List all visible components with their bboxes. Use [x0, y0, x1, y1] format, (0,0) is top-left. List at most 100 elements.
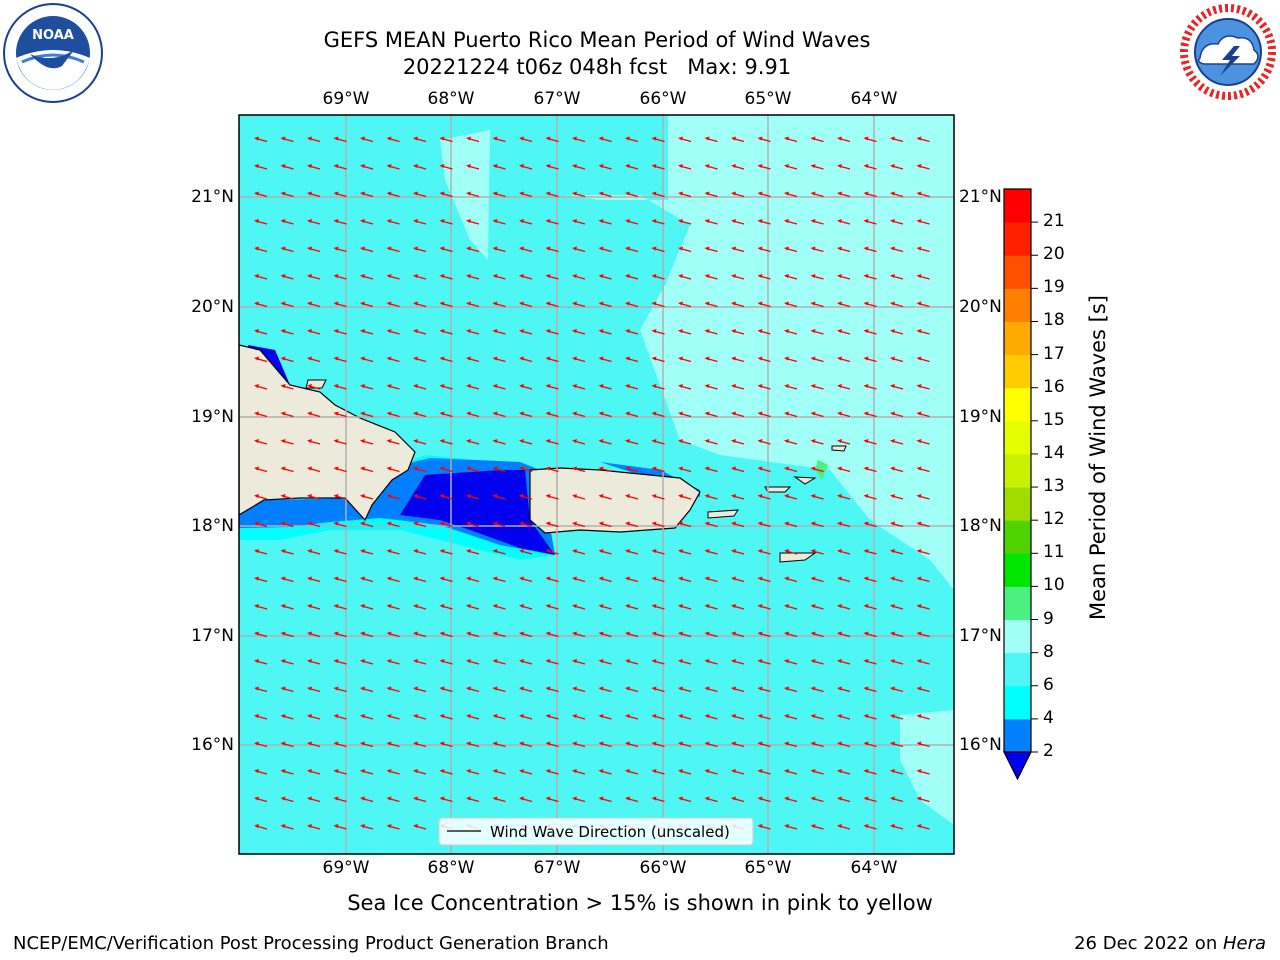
wave-direction-arrow: [492, 466, 506, 473]
wave-direction-arrow: [598, 714, 612, 720]
wave-direction-arrow: [413, 411, 427, 418]
wave-direction-arrow: [254, 659, 268, 665]
wave-direction-arrow: [280, 136, 294, 143]
colorbar-band: [1004, 189, 1031, 223]
wave-direction-arrow: [307, 246, 321, 253]
lon-tick-label-top: 65°W: [744, 89, 792, 109]
wave-direction-arrow: [598, 604, 612, 610]
wave-direction-arrow: [890, 741, 904, 748]
wave-direction-arrow: [386, 356, 400, 363]
colorbar-band: [1004, 321, 1031, 356]
wave-direction-arrow: [916, 714, 930, 720]
wave-direction-arrow: [863, 466, 877, 473]
wave-direction-arrow: [439, 494, 453, 500]
wave-direction-arrow: [572, 301, 586, 308]
wave-direction-arrow: [890, 329, 904, 335]
wave-direction-arrow: [360, 549, 374, 555]
wave-direction-arrow: [572, 411, 586, 418]
wave-direction-arrow: [598, 356, 612, 363]
lon-tick-label-bottom: 67°W: [533, 858, 581, 878]
wave-direction-arrow: [598, 384, 612, 390]
wave-direction-arrow: [280, 549, 294, 555]
wave-direction-arrow: [413, 246, 427, 253]
wave-direction-arrow: [625, 411, 639, 418]
wave-direction-arrow: [545, 741, 559, 748]
wave-direction-arrow: [916, 301, 930, 308]
wave-direction-arrow: [916, 164, 930, 170]
wave-direction-arrow: [492, 604, 506, 610]
wave-direction-arrow: [625, 549, 639, 555]
wave-direction-arrow: [863, 439, 877, 445]
wave-direction-arrow: [810, 466, 824, 473]
wave-direction-arrow: [598, 659, 612, 665]
wave-direction-arrow: [757, 631, 771, 638]
wave-direction-arrow: [333, 741, 347, 748]
wave-direction-arrow: [731, 329, 745, 335]
wave-direction-arrow: [598, 521, 612, 528]
wave-direction-arrow: [784, 329, 798, 335]
wave-direction-arrow: [863, 384, 877, 390]
wave-direction-arrow: [386, 659, 400, 665]
wave-direction-arrow: [439, 301, 453, 308]
wave-direction-arrow: [598, 219, 612, 225]
wave-direction-arrow: [863, 164, 877, 170]
wave-direction-arrow: [678, 741, 692, 748]
wave-direction-arrow: [439, 741, 453, 748]
wave-direction-arrow: [837, 411, 851, 418]
wave-direction-arrow: [254, 301, 268, 308]
wave-direction-arrow: [360, 659, 374, 665]
wave-direction-arrow: [545, 576, 559, 583]
wave-direction-arrow: [810, 494, 824, 500]
wave-direction-arrow: [307, 631, 321, 638]
wave-direction-arrow: [837, 686, 851, 693]
wave-direction-arrow: [254, 796, 268, 803]
wave-direction-arrow: [678, 329, 692, 335]
wave-direction-arrow: [307, 439, 321, 445]
wave-direction-arrow: [254, 769, 268, 775]
wave-direction-arrow: [890, 631, 904, 638]
wave-direction-arrow: [439, 329, 453, 335]
colorbar-extension: [1003, 751, 1032, 781]
wave-direction-arrow: [386, 631, 400, 638]
wave-direction-arrow: [651, 136, 665, 143]
wave-direction-arrow: [678, 466, 692, 473]
wave-direction-arrow: [413, 136, 427, 143]
wave-direction-arrow: [916, 769, 930, 775]
wave-direction-arrow: [307, 384, 321, 390]
wave-direction-arrow: [280, 411, 294, 418]
wave-direction-arrow: [466, 191, 480, 198]
wave-direction-arrow: [492, 686, 506, 693]
wave-direction-arrow: [280, 686, 294, 693]
wave-direction-arrow: [439, 714, 453, 720]
wave-direction-arrow: [254, 219, 268, 225]
wave-direction-arrow: [890, 659, 904, 665]
wave-direction-arrow: [704, 274, 718, 280]
wave-direction-arrow: [890, 521, 904, 528]
wave-direction-arrow: [678, 384, 692, 390]
wave-direction-arrow: [254, 824, 268, 830]
wave-direction-arrow: [466, 466, 480, 473]
wave-direction-arrow: [651, 274, 665, 280]
wave-direction-arrow: [307, 824, 321, 830]
wave-direction-arrow: [890, 549, 904, 555]
wave-direction-arrow: [413, 466, 427, 473]
colorbar-tick-label: 20: [1043, 244, 1065, 265]
wave-direction-arrow: [466, 356, 480, 363]
colorbar-band: [1004, 222, 1031, 256]
wave-direction-arrow: [651, 439, 665, 445]
wave-direction-arrow: [307, 576, 321, 583]
wave-direction-arrow: [704, 714, 718, 720]
wave-direction-arrow: [519, 521, 533, 528]
wave-direction-arrow: [731, 384, 745, 390]
wave-direction-arrow: [545, 659, 559, 665]
wave-direction-arrow: [651, 576, 665, 583]
wave-direction-arrow: [360, 686, 374, 693]
wave-direction-arrow: [360, 246, 374, 253]
wave-direction-arrow: [810, 741, 824, 748]
wave-direction-arrow: [678, 411, 692, 418]
wave-direction-arrow: [837, 329, 851, 335]
wave-direction-arrow: [757, 521, 771, 528]
wave-direction-arrow: [784, 796, 798, 803]
land-virgin-islands: [793, 476, 817, 485]
